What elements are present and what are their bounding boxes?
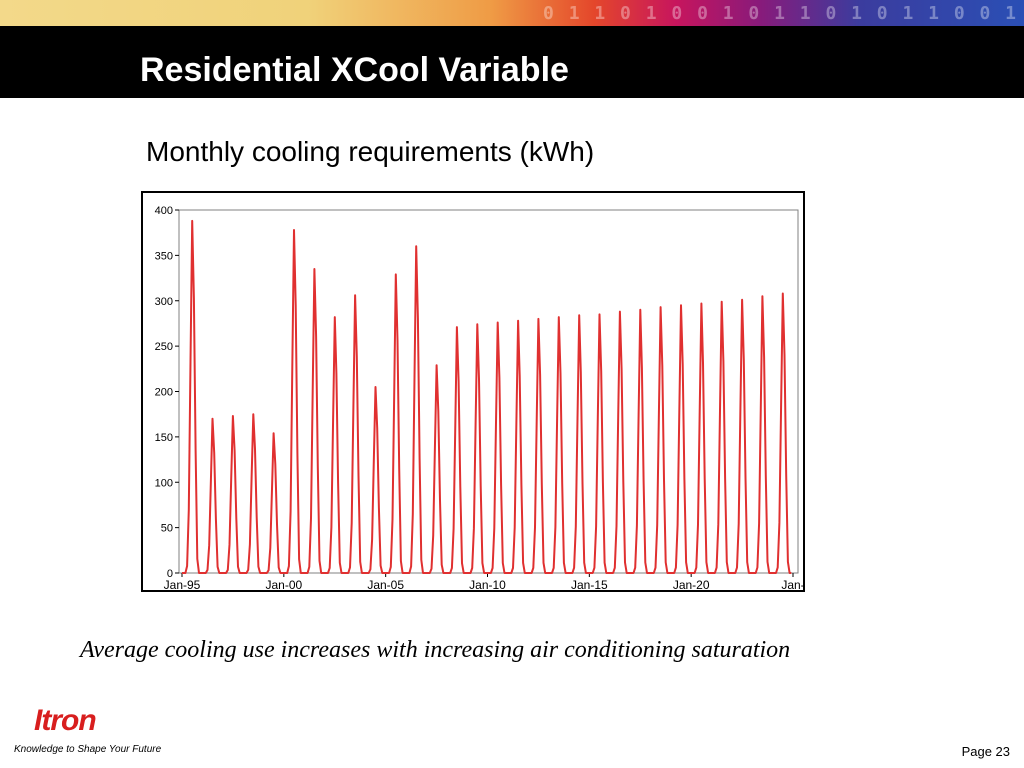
logo-tagline: Knowledge to Shape Your Future [14, 744, 162, 755]
x-tick-label: Jan- [781, 578, 804, 592]
y-tick-label: 350 [155, 250, 173, 262]
y-tick-label: 400 [155, 205, 173, 217]
y-tick-label: 200 [155, 387, 173, 399]
y-tick-label: 150 [155, 432, 173, 444]
y-tick-label: 250 [155, 341, 173, 353]
y-tick-label: 50 [161, 523, 173, 535]
cooling-chart: 0 50 100 150 200 250 300 350 400 Jan-95 Jan-00 Jan-… [155, 205, 805, 592]
page-number: Page 23 [961, 744, 1010, 759]
decorative-header-strip: 0 1 1 0 1 0 0 1 0 1 1 0 1 0 1 1 0 0 1 [0, 0, 1024, 26]
y-tick-label: 300 [155, 296, 173, 308]
slide-caption: Average cooling use increases with incre… [80, 637, 791, 663]
itron-logo: Itron [34, 704, 124, 740]
x-tick-label: Jan-95 [164, 578, 201, 592]
chart-subtitle: Monthly cooling requirements (kWh) [146, 136, 595, 167]
y-tick-label: 100 [155, 477, 173, 489]
x-tick-label: Jan-20 [673, 578, 710, 592]
binary-digits-decoration: 0 1 1 0 1 0 0 1 0 1 1 0 1 0 1 1 0 0 1 [543, 3, 1018, 24]
chart-frame: 0 50 100 150 200 250 300 350 400 Jan-95 Jan-00 Jan-… [141, 191, 805, 592]
logo-text: Itron [34, 704, 97, 737]
slide-title: Residential XCool Variable [140, 51, 569, 89]
y-tick-label: 0 [167, 568, 173, 580]
x-tick-label: Jan-05 [367, 578, 404, 592]
series-line [182, 219, 792, 574]
x-tick-label: Jan-15 [571, 578, 608, 592]
x-tick-label: Jan-10 [469, 578, 506, 592]
x-tick-label: Jan-00 [265, 578, 302, 592]
title-bar [0, 26, 1024, 98]
